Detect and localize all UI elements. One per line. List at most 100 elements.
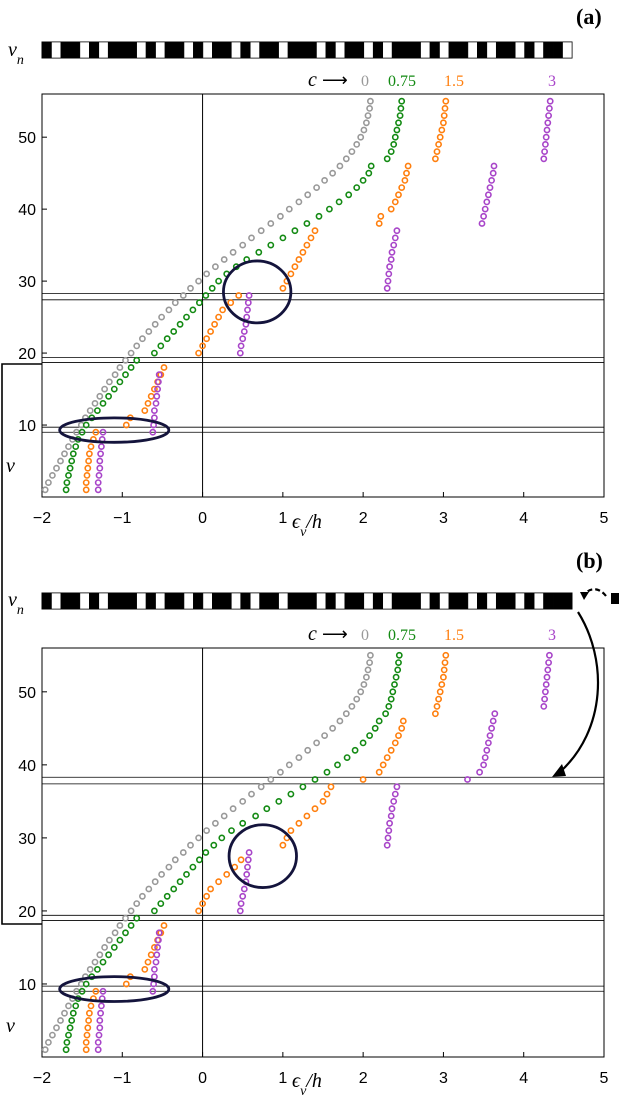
curved-arrow-large-head (552, 764, 566, 777)
data-point (267, 776, 275, 783)
data-point (303, 812, 311, 820)
series-0 (41, 651, 374, 1054)
sequence-cell (562, 41, 573, 59)
sequence-cell (155, 41, 166, 59)
c-value-label: 0 (361, 73, 369, 90)
data-point (179, 292, 187, 299)
sequence-cell (278, 592, 289, 610)
sequence-cell (562, 592, 573, 610)
sequence-cell (420, 41, 431, 59)
data-point (170, 328, 178, 335)
data-point (66, 1024, 74, 1032)
sequence-cell (183, 41, 194, 59)
data-point (150, 907, 158, 915)
sequence-cell (477, 41, 488, 59)
series-1.5 (82, 97, 450, 494)
x-axis-label-b-symbol: ϵ (292, 1070, 301, 1092)
data-point (244, 299, 252, 307)
x-tick-label: 3 (439, 510, 448, 527)
data-point (483, 198, 491, 206)
data-point (395, 651, 403, 659)
data-point (391, 739, 399, 747)
data-point (220, 256, 228, 263)
data-point (160, 922, 168, 929)
sequence-cell (259, 41, 270, 59)
data-point (360, 681, 368, 688)
data-point (101, 385, 108, 393)
data-point (195, 349, 202, 357)
data-point (96, 951, 104, 959)
data-point (342, 710, 350, 718)
data-point (208, 284, 216, 292)
data-point (390, 140, 398, 148)
series-3 (94, 651, 553, 1054)
data-point (433, 148, 441, 155)
data-point (391, 681, 398, 688)
data-point (72, 443, 80, 450)
data-point (490, 162, 498, 170)
data-point (393, 126, 401, 134)
data-point (133, 900, 141, 907)
data-point (491, 710, 499, 718)
sequence-cell (183, 592, 194, 610)
sequence-b-symbol: v (8, 589, 17, 611)
sequence-cell (60, 592, 71, 610)
data-point (343, 754, 351, 761)
data-point (295, 754, 303, 761)
sequence-cell (439, 592, 450, 610)
data-point (195, 277, 202, 285)
data-point (163, 335, 171, 343)
data-point (116, 922, 124, 929)
data-point (111, 929, 119, 937)
data-point (311, 776, 319, 783)
data-point (63, 1039, 71, 1046)
data-point (540, 155, 548, 163)
data-point (365, 169, 373, 177)
data-point (291, 227, 299, 235)
data-point (276, 212, 284, 220)
panel-b: (b) vn c ⟶ 0 0.75 1.5 3 −2 −1 0 1 2 3 4 5 10 20 30 40… (6, 548, 609, 1097)
data-point (364, 112, 372, 119)
data-point (325, 205, 333, 213)
y-axis-label-a: ν (6, 455, 15, 477)
data-point (158, 313, 165, 321)
data-point (488, 724, 495, 732)
data-point (66, 464, 74, 472)
sequence-cell (268, 592, 279, 610)
sequence-cell (486, 41, 497, 59)
y-ticks-a: 10 20 30 40 50 (18, 130, 36, 435)
sequence-cell (354, 592, 365, 610)
data-point (542, 681, 550, 688)
sequence-cell (107, 41, 119, 59)
data-point (299, 783, 307, 791)
x-tick-label: 1 (278, 510, 287, 527)
data-point (243, 871, 251, 878)
c-value-label: 1.5 (444, 73, 464, 90)
data-point (480, 212, 487, 220)
data-point (399, 717, 407, 725)
sequence-cell (89, 592, 100, 610)
data-point (45, 1039, 52, 1046)
data-point (138, 892, 146, 900)
sequence-cell (117, 592, 128, 610)
sequence-cell (382, 592, 393, 610)
data-point (97, 450, 104, 458)
data-point (211, 819, 219, 827)
sequence-cell (429, 592, 440, 610)
data-point (439, 673, 447, 681)
data-point (303, 241, 311, 249)
data-point (440, 112, 448, 119)
data-point (116, 364, 124, 371)
data-point (359, 739, 367, 747)
data-point (65, 443, 72, 450)
sequence-cell (221, 41, 232, 59)
data-point (92, 428, 100, 436)
data-point (236, 349, 244, 357)
sequence-cell (524, 592, 535, 610)
data-point (183, 313, 190, 321)
data-point (105, 392, 112, 400)
c-b-arrow: ⟶ (322, 624, 348, 645)
data-point (480, 761, 487, 769)
data-point (484, 191, 492, 199)
c-value-label: 3 (548, 627, 556, 644)
